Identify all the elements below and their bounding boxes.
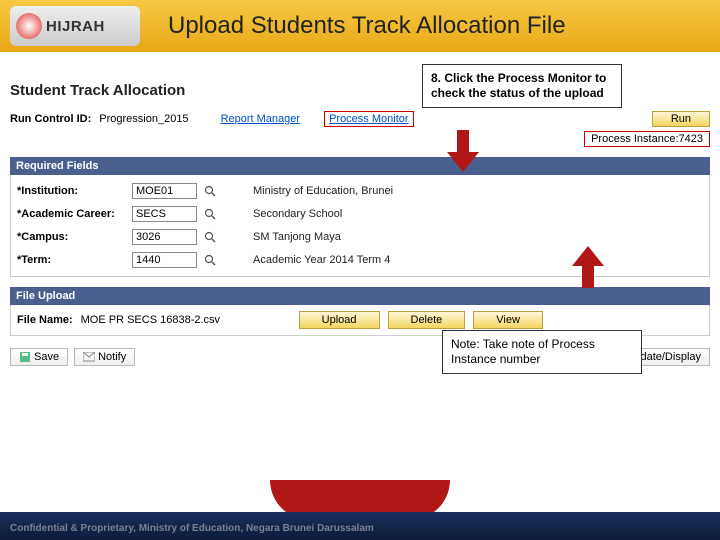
campus-label: *Campus: — [17, 231, 132, 243]
logo-emblem-icon — [16, 13, 42, 39]
file-name-label: File Name: — [17, 314, 73, 326]
slide-title: Upload Students Track Allocation File — [168, 12, 566, 40]
confidential-text: Confidential & Proprietary, Ministry of … — [10, 523, 374, 534]
upload-button[interactable]: Upload — [299, 311, 380, 329]
required-fields-bar: Required Fields — [10, 157, 710, 175]
institution-desc: Ministry of Education, Brunei — [253, 185, 393, 197]
view-button[interactable]: View — [473, 311, 543, 329]
term-input[interactable] — [132, 252, 197, 268]
institution-input[interactable] — [132, 183, 197, 199]
file-name-value: MOE PR SECS 16838-2.csv — [81, 314, 291, 326]
save-icon — [19, 351, 31, 363]
slide-footer: Confidential & Proprietary, Ministry of … — [0, 486, 720, 540]
arrow-up-icon — [570, 244, 606, 288]
run-control-row: Run Control ID: Progression_2015 Report … — [10, 111, 710, 127]
process-instance-highlight: Process Instance:7423 — [584, 131, 710, 147]
logo: HIJRAH — [10, 6, 140, 46]
term-label: *Term: — [17, 254, 132, 266]
logo-text: HIJRAH — [46, 18, 105, 35]
process-monitor-highlight: Process Monitor — [324, 111, 413, 127]
field-row-campus: *Campus: SM Tanjong Maya — [17, 229, 703, 245]
field-row-career: *Academic Career: Secondary School — [17, 206, 703, 222]
notify-button[interactable]: Notify — [74, 348, 135, 366]
report-manager-link[interactable]: Report Manager — [221, 113, 301, 125]
lookup-icon[interactable] — [203, 184, 217, 198]
career-label: *Academic Career: — [17, 208, 132, 220]
delete-button[interactable]: Delete — [388, 311, 466, 329]
process-instance-value: 7423 — [679, 133, 703, 145]
term-desc: Academic Year 2014 Term 4 — [253, 254, 390, 266]
save-label: Save — [34, 351, 59, 363]
process-monitor-link[interactable]: Process Monitor — [329, 113, 408, 125]
career-desc: Secondary School — [253, 208, 342, 220]
run-control-value: Progression_2015 — [99, 113, 188, 125]
campus-input[interactable] — [132, 229, 197, 245]
run-control-label: Run Control ID: — [10, 113, 91, 125]
lookup-icon[interactable] — [203, 253, 217, 267]
notify-icon — [83, 352, 95, 362]
lookup-icon[interactable] — [203, 230, 217, 244]
arrow-down-icon — [445, 130, 481, 174]
lookup-icon[interactable] — [203, 207, 217, 221]
notify-label: Notify — [98, 351, 126, 363]
field-row-institution: *Institution: Ministry of Education, Bru… — [17, 183, 703, 199]
callout-step-8: 8. Click the Process Monitor to check th… — [422, 64, 622, 108]
career-input[interactable] — [132, 206, 197, 222]
callout-note: Note: Take note of Process Instance numb… — [442, 330, 642, 374]
process-instance-label: Process Instance: — [591, 133, 678, 145]
institution-label: *Institution: — [17, 185, 132, 197]
campus-desc: SM Tanjong Maya — [253, 231, 341, 243]
process-instance-row: Process Instance:7423 — [10, 131, 710, 147]
run-button[interactable]: Run — [652, 111, 710, 127]
save-button[interactable]: Save — [10, 348, 68, 366]
file-upload-bar: File Upload — [10, 287, 710, 305]
header-bar: HIJRAH Upload Students Track Allocation … — [0, 0, 720, 52]
